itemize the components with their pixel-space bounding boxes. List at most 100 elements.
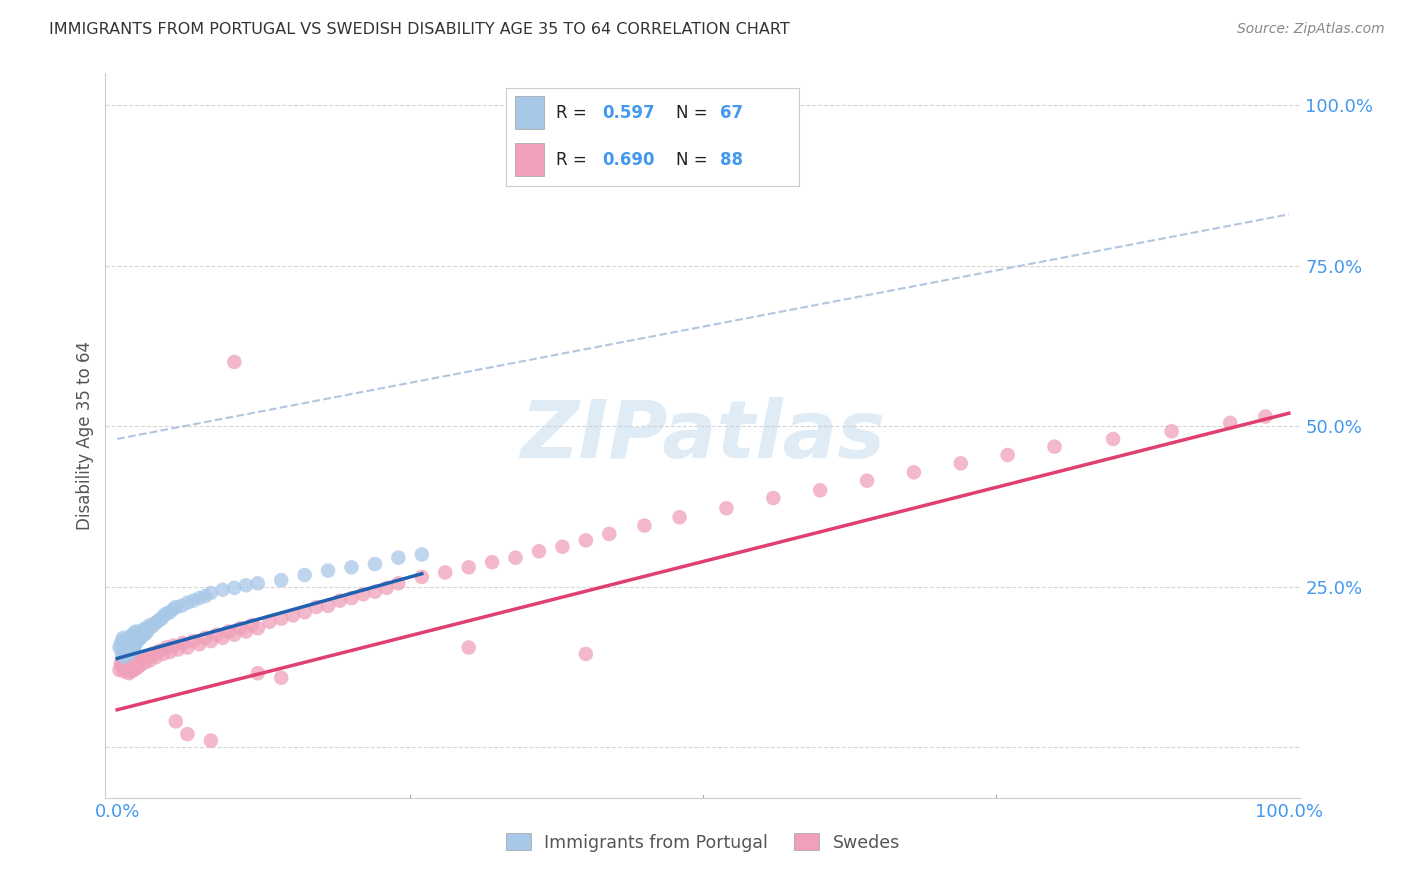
Point (211, 582, 233, 597)
Point (136, 648, 159, 663)
Point (165, 600, 187, 615)
Point (132, 651, 155, 665)
Point (505, 550, 527, 565)
Point (211, 631, 233, 645)
Point (127, 634, 149, 648)
Point (124, 639, 146, 653)
Point (120, 645, 141, 659)
Point (716, 501, 738, 516)
Point (114, 647, 136, 661)
Point (411, 548, 433, 562)
Point (138, 621, 160, 635)
Point (118, 636, 141, 650)
Point (152, 647, 174, 661)
Point (120, 630, 141, 644)
Point (176, 727, 198, 741)
Point (575, 647, 598, 661)
Point (340, 560, 363, 574)
Point (188, 591, 211, 606)
Point (235, 578, 257, 592)
Text: Source: ZipAtlas.com: Source: ZipAtlas.com (1237, 22, 1385, 37)
Point (118, 642, 141, 657)
Point (1254, 409, 1277, 424)
Point (316, 599, 339, 613)
Point (170, 599, 193, 613)
Point (112, 644, 135, 658)
Point (259, 615, 281, 629)
Point (364, 584, 387, 599)
Point (111, 647, 134, 661)
Point (172, 636, 194, 650)
Point (1102, 432, 1125, 446)
Point (162, 602, 184, 616)
Point (143, 616, 166, 631)
Point (1043, 440, 1066, 454)
Point (165, 714, 187, 729)
Point (176, 640, 198, 655)
Point (205, 628, 228, 642)
Point (120, 640, 142, 655)
Point (148, 613, 170, 627)
Point (121, 628, 143, 642)
Point (224, 355, 246, 369)
Point (240, 618, 263, 632)
Point (128, 632, 150, 647)
Point (246, 666, 269, 681)
Point (153, 608, 176, 623)
Point (121, 637, 143, 651)
Point (808, 483, 831, 498)
Point (633, 518, 655, 533)
Point (112, 631, 135, 645)
Point (128, 653, 150, 667)
Point (200, 634, 222, 648)
Point (127, 660, 149, 674)
Point (457, 640, 479, 655)
Point (112, 640, 135, 655)
Point (246, 621, 269, 635)
Point (224, 581, 246, 595)
Point (122, 632, 145, 647)
Point (127, 628, 149, 642)
Point (281, 608, 304, 623)
Point (114, 657, 136, 672)
Point (305, 600, 328, 615)
Point (229, 621, 252, 635)
Point (316, 564, 339, 578)
Point (125, 636, 148, 650)
Point (183, 634, 205, 648)
Point (294, 568, 316, 582)
Point (112, 650, 135, 665)
Point (551, 540, 574, 554)
Point (387, 550, 409, 565)
Point (146, 615, 169, 629)
Point (1160, 424, 1182, 438)
Point (668, 510, 690, 524)
Point (270, 612, 292, 626)
Point (139, 653, 162, 667)
Point (1219, 416, 1241, 430)
Point (111, 634, 134, 648)
Point (125, 624, 148, 639)
Text: IMMIGRANTS FROM PORTUGAL VS SWEDISH DISABILITY AGE 35 TO 64 CORRELATION CHART: IMMIGRANTS FROM PORTUGAL VS SWEDISH DISA… (49, 22, 790, 37)
Legend: Immigrants from Portugal, Swedes: Immigrants from Portugal, Swedes (499, 826, 907, 859)
Point (122, 642, 145, 657)
Text: ZIPatlas: ZIPatlas (520, 397, 886, 475)
Point (176, 596, 198, 610)
Point (115, 644, 138, 658)
Point (434, 566, 457, 580)
Point (598, 527, 620, 541)
Point (110, 657, 132, 671)
Point (115, 637, 138, 651)
Point (129, 657, 152, 672)
Point (118, 666, 141, 681)
Point (134, 621, 156, 635)
Point (364, 557, 387, 571)
Point (117, 655, 139, 669)
Point (132, 628, 156, 642)
Point (111, 660, 134, 674)
Point (246, 576, 269, 591)
Point (139, 618, 162, 632)
Point (194, 631, 217, 645)
Y-axis label: Disability Age 35 to 64: Disability Age 35 to 64 (76, 342, 94, 530)
Point (762, 491, 785, 505)
